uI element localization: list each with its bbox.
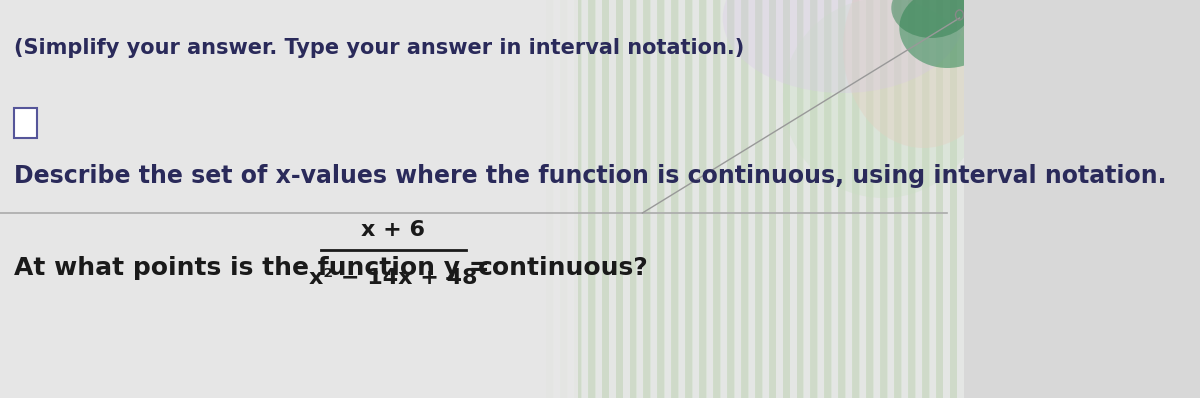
Bar bbox=[901, 0, 908, 398]
Bar bbox=[706, 0, 714, 398]
Bar bbox=[685, 0, 692, 398]
Bar bbox=[692, 0, 700, 398]
Bar bbox=[643, 0, 652, 398]
Bar bbox=[943, 0, 950, 398]
Bar bbox=[817, 0, 826, 398]
Text: x² − 14x + 48: x² − 14x + 48 bbox=[310, 268, 478, 288]
Bar bbox=[740, 0, 749, 398]
Bar bbox=[810, 0, 818, 398]
Bar bbox=[929, 0, 936, 398]
Bar bbox=[560, 0, 568, 398]
Bar bbox=[956, 0, 965, 398]
Bar bbox=[623, 0, 630, 398]
Bar bbox=[665, 0, 672, 398]
Bar bbox=[595, 0, 602, 398]
Bar bbox=[839, 0, 846, 398]
Text: At what points is the function y =: At what points is the function y = bbox=[14, 256, 490, 280]
Text: x + 6: x + 6 bbox=[361, 220, 426, 240]
Ellipse shape bbox=[722, 0, 964, 93]
Bar bbox=[866, 0, 874, 398]
Bar bbox=[658, 0, 665, 398]
Bar bbox=[734, 0, 742, 398]
Bar bbox=[727, 0, 734, 398]
Text: Describe the set of x-values where the function is continuous, using interval no: Describe the set of x-values where the f… bbox=[14, 164, 1166, 188]
Bar bbox=[859, 0, 866, 398]
Ellipse shape bbox=[782, 0, 984, 198]
Bar bbox=[908, 0, 916, 398]
Bar bbox=[700, 0, 707, 398]
Bar bbox=[769, 0, 776, 398]
Bar bbox=[914, 0, 923, 398]
Bar bbox=[553, 0, 560, 398]
Bar bbox=[616, 0, 623, 398]
Bar bbox=[845, 0, 853, 398]
Bar bbox=[832, 0, 839, 398]
Ellipse shape bbox=[892, 0, 972, 38]
Bar bbox=[630, 0, 637, 398]
Text: (Simplify your answer. Type your answer in interval notation.): (Simplify your answer. Type your answer … bbox=[14, 38, 745, 58]
Bar bbox=[566, 0, 575, 398]
Bar bbox=[804, 0, 811, 398]
Bar bbox=[824, 0, 832, 398]
Bar bbox=[546, 0, 553, 398]
Bar bbox=[790, 0, 797, 398]
Bar bbox=[922, 0, 930, 398]
Bar bbox=[0, 0, 578, 398]
Bar bbox=[14, 108, 37, 138]
Bar bbox=[874, 0, 881, 398]
Bar bbox=[720, 0, 727, 398]
Bar bbox=[755, 0, 762, 398]
Bar bbox=[588, 0, 595, 398]
Text: continuous?: continuous? bbox=[478, 256, 648, 280]
Bar bbox=[894, 0, 901, 398]
Bar bbox=[949, 0, 958, 398]
Bar bbox=[748, 0, 756, 398]
Bar bbox=[574, 0, 582, 398]
Bar bbox=[581, 0, 588, 398]
Bar bbox=[797, 0, 804, 398]
Bar bbox=[852, 0, 860, 398]
Ellipse shape bbox=[899, 0, 996, 68]
Bar bbox=[678, 0, 686, 398]
Ellipse shape bbox=[844, 0, 1003, 148]
Bar bbox=[636, 0, 644, 398]
Bar bbox=[887, 0, 895, 398]
Bar bbox=[601, 0, 610, 398]
Bar bbox=[608, 0, 617, 398]
Bar bbox=[762, 0, 769, 398]
Bar bbox=[650, 0, 658, 398]
Bar bbox=[775, 0, 784, 398]
Bar bbox=[713, 0, 721, 398]
Bar bbox=[782, 0, 791, 398]
Bar bbox=[671, 0, 679, 398]
Bar bbox=[880, 0, 888, 398]
Bar bbox=[936, 0, 943, 398]
